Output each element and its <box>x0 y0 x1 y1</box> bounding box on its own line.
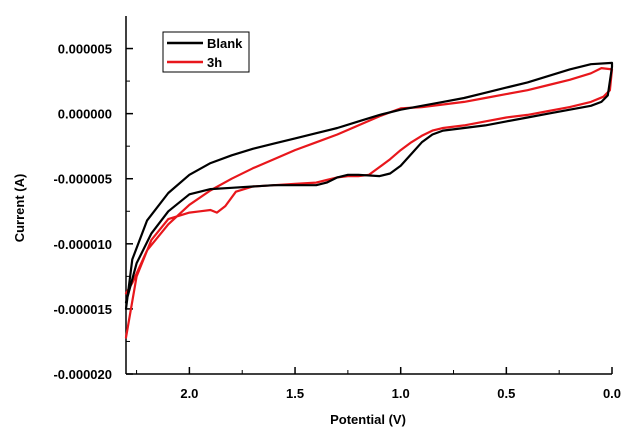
series-layer <box>124 61 614 339</box>
y-axis-ticks: 0.000005 0.000000 -0.000005 -0.000010 -0.000… <box>53 42 133 382</box>
y-axis-title: Current (A) <box>12 174 27 243</box>
plot-frame <box>125 16 612 375</box>
legend: Blank 3h <box>162 31 250 73</box>
x-tick-label: 1.5 <box>286 386 304 401</box>
y-tick-label: -0.000020 <box>53 367 112 382</box>
y-tick-label: 0.000005 <box>58 42 112 57</box>
x-axis-ticks: 2.0 1.5 1.0 0.5 0.0 <box>136 367 621 401</box>
x-axis-title: Potential (V) <box>330 412 406 427</box>
y-tick-label: 0.000000 <box>58 107 112 122</box>
y-tick-label: -0.000010 <box>53 237 112 252</box>
x-tick-label: 1.0 <box>392 386 410 401</box>
legend-box <box>162 31 250 73</box>
x-tick-label: 0.0 <box>603 386 621 401</box>
y-tick-label: -0.000015 <box>53 302 112 317</box>
legend-label-blank: Blank <box>207 36 243 51</box>
series-line-blank <box>124 61 614 310</box>
legend-label-3h: 3h <box>207 55 222 70</box>
series-line-3h <box>124 66 614 339</box>
y-tick-label: -0.000005 <box>53 172 112 187</box>
x-tick-label: 0.5 <box>497 386 515 401</box>
x-tick-label: 2.0 <box>180 386 198 401</box>
